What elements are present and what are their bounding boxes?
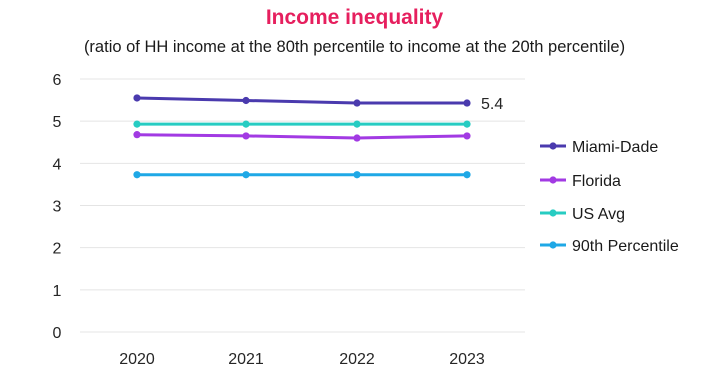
legend-marker-90th-percentile xyxy=(549,241,557,249)
data-point xyxy=(133,131,141,139)
data-point xyxy=(242,132,250,140)
data-label: 5.4 xyxy=(481,96,503,113)
legend-label-us-avg: US Avg xyxy=(572,206,625,223)
legend-label-90th-percentile: 90th Percentile xyxy=(572,238,679,255)
y-tick-label: 6 xyxy=(53,72,62,89)
data-point xyxy=(463,120,471,128)
data-point xyxy=(353,99,361,107)
data-point xyxy=(133,171,141,179)
legend-marker-florida xyxy=(549,176,557,184)
legend-marker-miami-dade xyxy=(549,142,557,150)
data-point xyxy=(242,96,250,105)
data-point xyxy=(133,120,141,128)
y-tick-label: 2 xyxy=(53,241,62,258)
chart-subtitle: (ratio of HH income at the 80th percenti… xyxy=(83,38,626,56)
legend-label-florida: Florida xyxy=(572,173,621,190)
y-tick-label: 0 xyxy=(53,325,62,342)
data-point xyxy=(133,94,141,102)
y-tick-label: 3 xyxy=(53,199,62,216)
y-tick-label: 1 xyxy=(53,283,62,300)
data-point xyxy=(353,171,361,179)
x-tick-label: 2022 xyxy=(339,351,375,368)
legend-label-miami-dade: Miami-Dade xyxy=(572,139,658,156)
data-point xyxy=(353,120,361,128)
x-tick-label: 2023 xyxy=(449,351,485,368)
data-point xyxy=(242,171,250,179)
x-tick-label: 2020 xyxy=(119,351,155,368)
data-point xyxy=(463,132,471,140)
data-point xyxy=(353,134,361,142)
y-tick-label: 5 xyxy=(53,114,62,131)
chart-title: Income inequality xyxy=(265,6,444,29)
legend-marker-us-avg xyxy=(549,209,557,217)
x-tick-label: 2021 xyxy=(228,351,264,368)
data-point xyxy=(463,99,471,107)
series-line-florida xyxy=(135,133,469,140)
series-line-miami-dade xyxy=(135,96,469,105)
data-point xyxy=(242,120,250,128)
data-point xyxy=(463,171,471,179)
y-tick-label: 4 xyxy=(53,156,62,173)
